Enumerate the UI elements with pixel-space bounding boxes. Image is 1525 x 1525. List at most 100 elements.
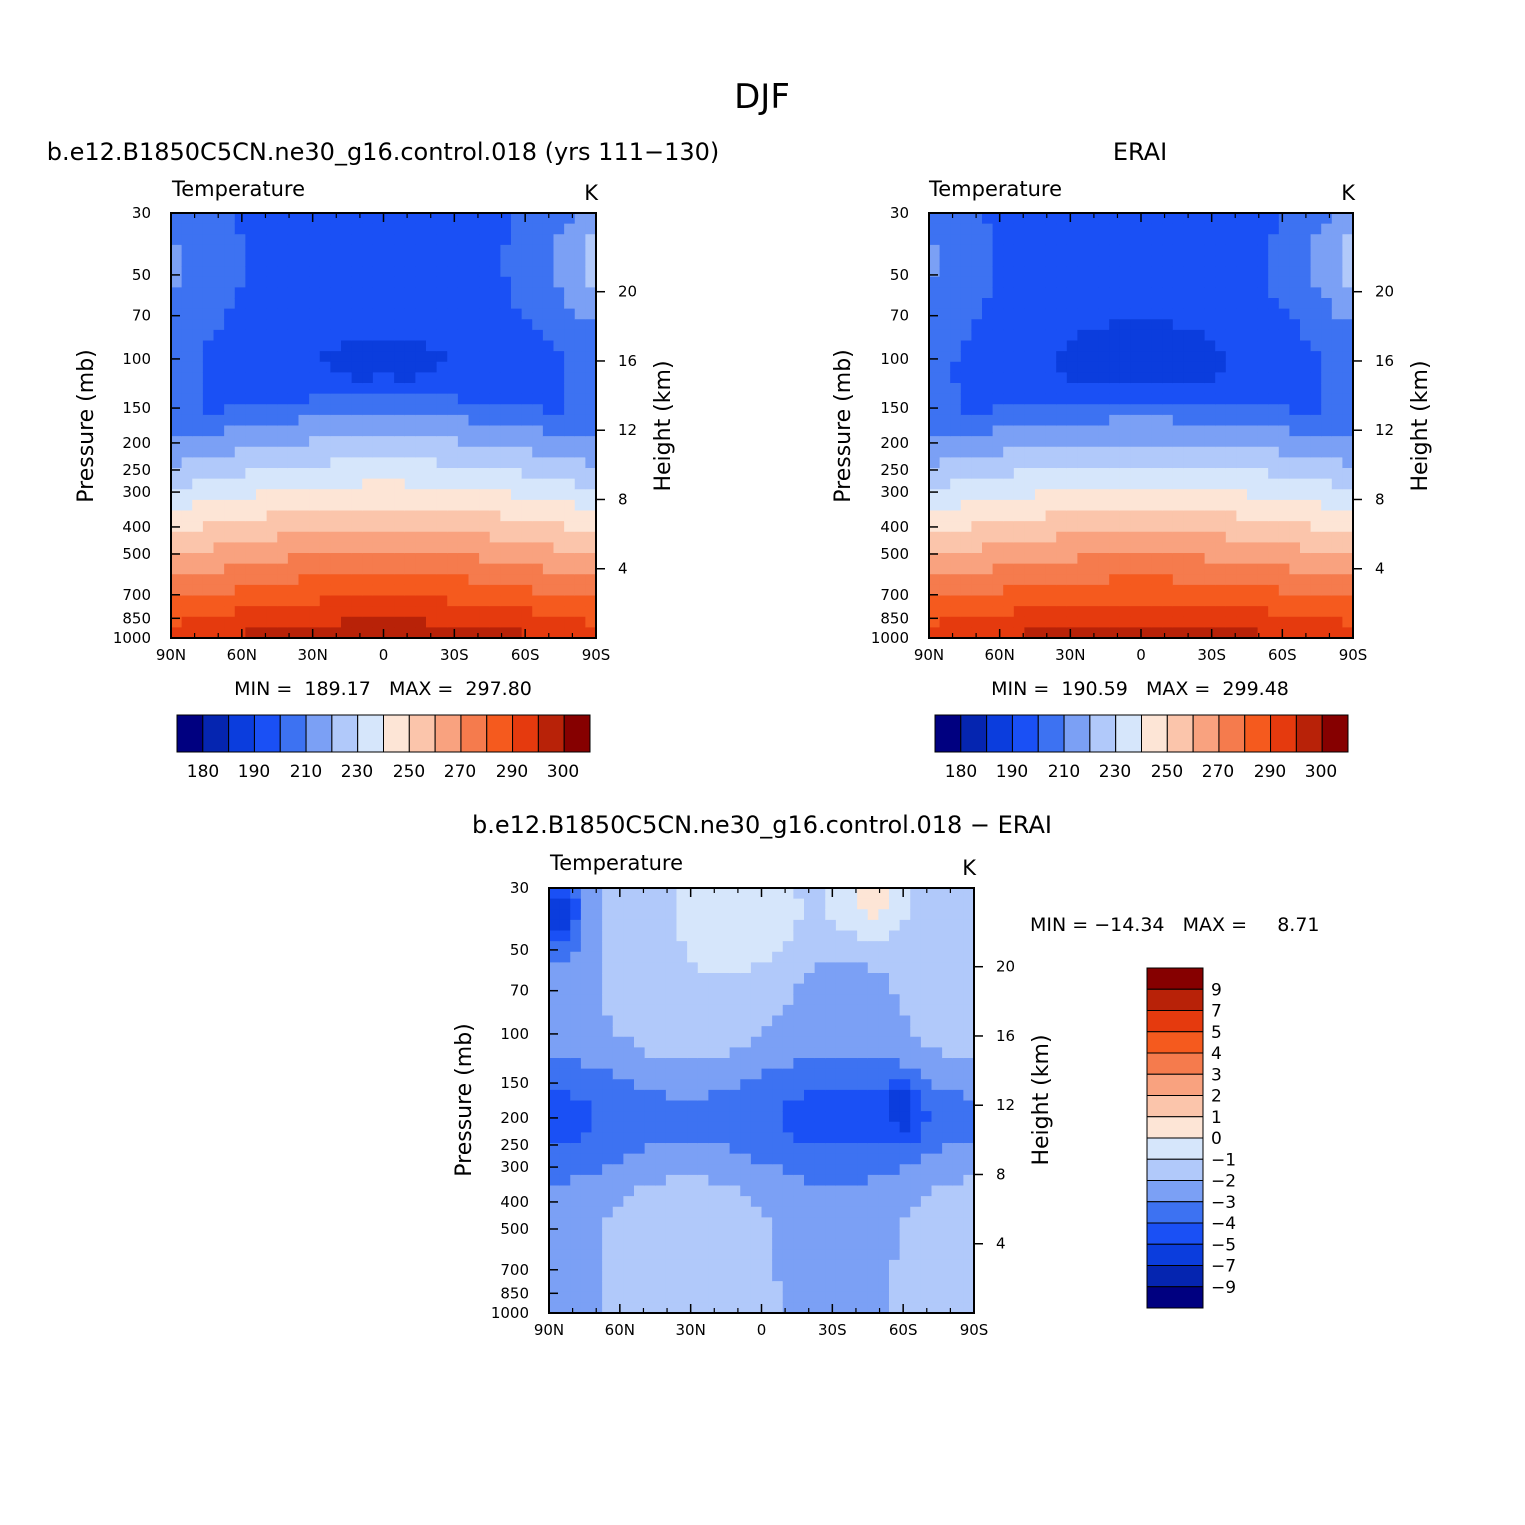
contour-cell <box>950 372 962 384</box>
contour-cell <box>351 276 363 288</box>
contour-cell <box>298 436 310 448</box>
contour-cell <box>750 1291 763 1303</box>
contour-cell <box>782 1217 794 1229</box>
contour-cell <box>910 1228 922 1240</box>
contour-cell <box>1194 510 1206 522</box>
contour-cell <box>793 983 805 995</box>
contour-cell <box>1268 425 1280 437</box>
contour-cell <box>511 372 523 384</box>
contour-cell <box>804 1132 816 1144</box>
contour-cell <box>665 1249 678 1261</box>
contour-cell <box>602 919 614 932</box>
contour-cell <box>266 521 278 533</box>
contour-cell <box>899 1259 911 1272</box>
contour-cell <box>740 1047 752 1059</box>
contour-cell <box>750 962 763 974</box>
contour-cell <box>570 1068 582 1080</box>
contour-cell <box>202 223 215 235</box>
contour-cell <box>171 287 183 299</box>
contour-cell <box>404 436 416 448</box>
contour-cell <box>825 1015 837 1027</box>
contour-cell <box>929 489 941 501</box>
contour-cell <box>1056 478 1068 490</box>
contour-cell <box>719 1302 731 1314</box>
contour-cell <box>479 393 491 405</box>
contour-cell <box>889 1196 901 1208</box>
contour-cell <box>415 287 427 299</box>
contour-cell <box>1268 446 1280 458</box>
contour-cell <box>1236 383 1248 395</box>
contour-cell <box>1151 298 1163 310</box>
contour-cell <box>708 1238 720 1250</box>
contour-cell <box>1013 553 1025 565</box>
contour-cell <box>1130 351 1142 363</box>
contour-cell <box>436 383 448 395</box>
contour-cell <box>950 414 962 427</box>
contour-cell <box>213 383 225 395</box>
contour-cell <box>511 244 523 257</box>
contour-cell <box>585 393 597 405</box>
contour-cell <box>181 489 193 501</box>
contour-cell <box>665 1291 678 1303</box>
contour-cell <box>929 478 941 490</box>
contour-cell <box>489 234 501 246</box>
contour-cell <box>644 1217 656 1229</box>
contour-cell <box>319 213 331 225</box>
contour-cell <box>266 478 278 490</box>
contour-cell <box>931 888 943 900</box>
contour-cell <box>351 446 363 458</box>
contour-cell <box>542 234 555 246</box>
contour-cell <box>982 436 994 448</box>
contour-cell <box>224 383 236 395</box>
contour-cell <box>351 351 363 363</box>
contour-cell <box>447 223 459 235</box>
contour-cell <box>1310 499 1322 512</box>
contour-cell <box>1268 510 1280 522</box>
contour-cell <box>793 909 805 921</box>
contour-cell <box>574 446 586 458</box>
contour-cell <box>1098 425 1110 437</box>
contour-cell <box>982 298 994 310</box>
contour-cell <box>559 888 571 900</box>
contour-cell <box>468 531 480 543</box>
contour-cell <box>804 1153 816 1165</box>
contour-cell <box>950 276 962 288</box>
colorbar-label: 180 <box>945 762 977 782</box>
contour-cell <box>298 553 310 565</box>
contour-cell <box>447 414 459 427</box>
contour-cell <box>857 1206 869 1218</box>
height-tick-label: 12 <box>1375 421 1394 439</box>
contour-cell <box>960 213 972 225</box>
y-tick-label: 1000 <box>871 629 909 647</box>
contour-cell <box>1194 627 1206 639</box>
contour-cell <box>309 266 321 278</box>
contour-cell <box>181 287 193 299</box>
contour-cell <box>889 1058 901 1070</box>
contour-cell <box>1331 393 1343 405</box>
contour-cell <box>1289 234 1301 246</box>
contour-cell <box>426 319 438 331</box>
contour-cell <box>960 553 972 565</box>
contour-cell <box>1204 574 1216 586</box>
contour-cell <box>1077 223 1089 235</box>
contour-cell <box>319 457 331 469</box>
contour-cell <box>697 919 709 932</box>
contour-cell <box>1056 213 1068 225</box>
contour-cell <box>634 909 646 921</box>
contour-cell <box>436 223 448 235</box>
contour-cell <box>835 1111 848 1123</box>
contour-cell <box>181 298 193 310</box>
contour-cell <box>960 298 972 310</box>
contour-cell <box>750 1047 763 1059</box>
contour-cell <box>719 1174 731 1187</box>
contour-cell <box>351 553 363 565</box>
contour-cell <box>676 941 688 953</box>
contour-cell <box>708 941 720 953</box>
contour-cell <box>580 1259 593 1272</box>
contour-cell <box>772 951 784 963</box>
contour-cell <box>171 244 183 257</box>
contour-cell <box>634 1185 646 1197</box>
contour-cell <box>878 1249 890 1261</box>
contour-cell <box>394 234 406 246</box>
contour-cell <box>549 994 561 1006</box>
